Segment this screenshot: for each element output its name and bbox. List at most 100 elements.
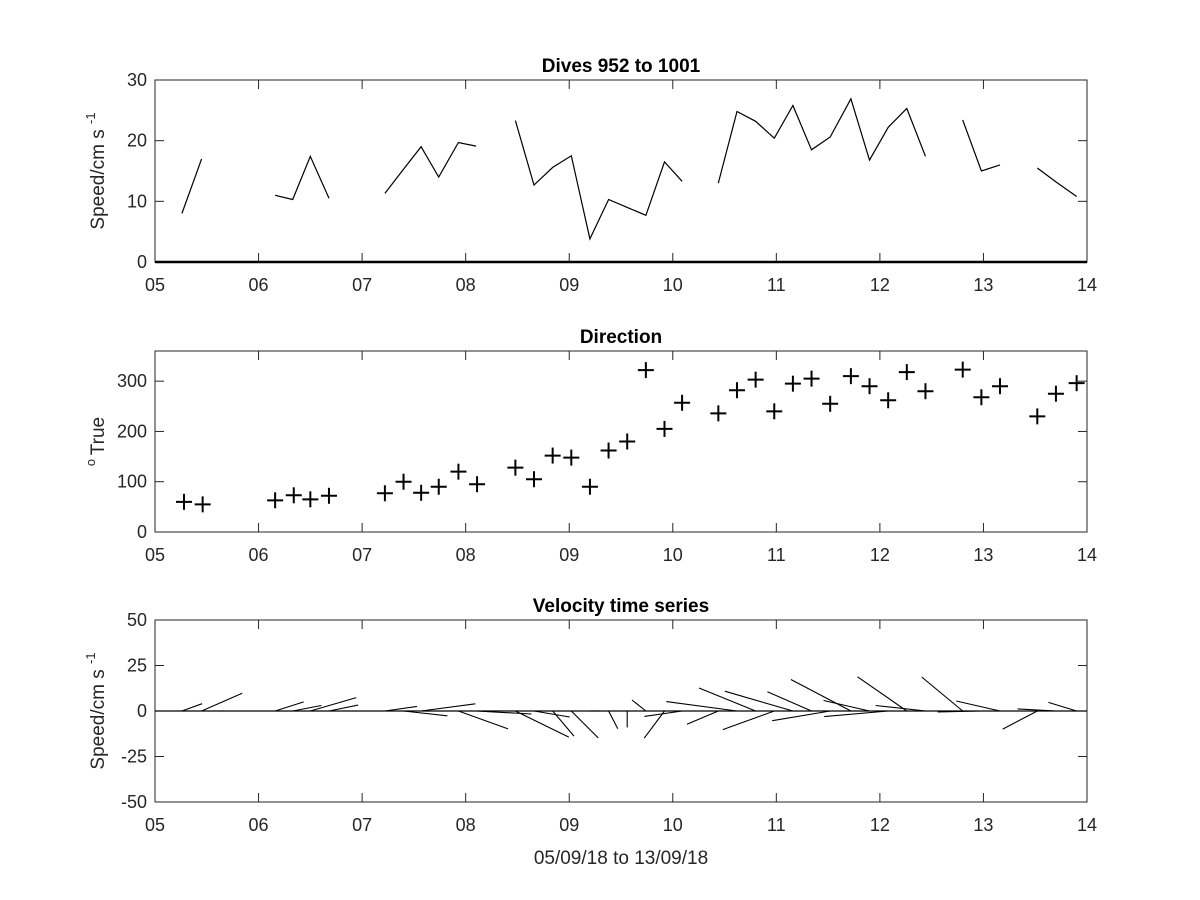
x-tick-label: 07 bbox=[352, 815, 372, 835]
direction-point bbox=[917, 383, 934, 400]
x-tick-label: 12 bbox=[870, 815, 890, 835]
y-tick-label: 20 bbox=[127, 131, 147, 151]
velocity-stick bbox=[722, 710, 775, 731]
y-axis-label-text: Speed/cm s bbox=[88, 124, 109, 230]
x-tick-label: 05 bbox=[145, 545, 165, 565]
x-tick-label: 09 bbox=[559, 815, 579, 835]
x-tick-label: 14 bbox=[1077, 815, 1097, 835]
velocity-stick bbox=[875, 704, 926, 712]
x-tick-label: 10 bbox=[663, 275, 683, 295]
y-tick-label: 30 bbox=[127, 70, 147, 90]
speed-line-segment bbox=[384, 141, 477, 194]
x-tick-label: 08 bbox=[456, 275, 476, 295]
velocity-stick bbox=[666, 701, 738, 712]
velocity-stick bbox=[767, 691, 812, 712]
x-tick-label: 08 bbox=[456, 545, 476, 565]
chart-title: Velocity time series bbox=[533, 596, 709, 617]
x-tick-label: 06 bbox=[249, 545, 269, 565]
direction-point bbox=[285, 487, 302, 504]
direction-point bbox=[450, 463, 467, 480]
direction-point bbox=[581, 478, 598, 495]
velocity-stick bbox=[552, 710, 575, 737]
direction-point bbox=[728, 382, 745, 399]
direction-point bbox=[822, 395, 839, 412]
x-tick-label: 07 bbox=[352, 545, 372, 565]
speed-line-segment bbox=[1036, 167, 1077, 197]
velocity-stick bbox=[292, 704, 322, 712]
direction-point bbox=[842, 368, 859, 385]
velocity-stick bbox=[631, 699, 647, 712]
y-axis-label: Speed/cm s -1 bbox=[83, 112, 109, 229]
x-tick-label: 11 bbox=[767, 815, 786, 835]
speed-line-segment bbox=[274, 154, 330, 201]
direction-point bbox=[973, 389, 990, 406]
direction-point bbox=[413, 484, 430, 501]
plot-frame bbox=[154, 350, 1088, 533]
direction-point bbox=[194, 496, 211, 513]
x-tick-label: 11 bbox=[767, 275, 786, 295]
velocity-stick bbox=[274, 701, 304, 712]
direction-point bbox=[302, 491, 319, 508]
y-tick-label: 0 bbox=[137, 252, 147, 272]
x-tick-label: 09 bbox=[559, 275, 579, 295]
speed-line-segment bbox=[514, 120, 683, 241]
chart-panel-3: Velocity time series 05 06 07 08 09 10 11 12 13 14… bbox=[83, 596, 1097, 869]
velocity-stick bbox=[328, 704, 359, 712]
velocity-stick bbox=[608, 710, 619, 730]
chart-panel-1: Dives 952 to 1001 05 06 07 08 09 10 11 12 13 14 0 10… bbox=[83, 56, 1097, 295]
y-axis-label-superscript: o bbox=[83, 455, 98, 466]
y-axis-label: o True bbox=[83, 417, 109, 466]
x-axis-label: 05/09/18 to 13/09/18 bbox=[534, 848, 708, 869]
velocity-stick bbox=[823, 699, 870, 712]
velocity-stick bbox=[310, 697, 357, 712]
x-tick-label: 10 bbox=[663, 545, 683, 565]
velocity-stick bbox=[824, 710, 889, 718]
velocity-stick bbox=[790, 679, 852, 712]
direction-point bbox=[1047, 385, 1064, 402]
x-tick-label: 07 bbox=[352, 275, 372, 295]
y-tick-label: -25 bbox=[121, 747, 147, 767]
x-tick-label: 11 bbox=[767, 545, 786, 565]
velocity-stick bbox=[403, 710, 448, 717]
velocity-stick bbox=[384, 705, 418, 712]
x-tick-label: 10 bbox=[663, 815, 683, 835]
y-tick-label: 0 bbox=[137, 701, 147, 721]
direction-point bbox=[674, 394, 691, 411]
speed-line-segment bbox=[717, 97, 927, 184]
direction-point bbox=[637, 362, 654, 379]
y-tick-label: 10 bbox=[127, 191, 147, 211]
velocity-stick bbox=[1048, 701, 1077, 712]
x-tick-label: 05 bbox=[145, 815, 165, 835]
y-tick-label: 25 bbox=[127, 656, 147, 676]
speed-line-segment bbox=[962, 119, 1001, 172]
velocity-stick bbox=[724, 690, 794, 712]
direction-point bbox=[1029, 408, 1046, 425]
velocity-stick bbox=[956, 700, 1001, 712]
direction-point bbox=[861, 378, 878, 395]
direction-point bbox=[563, 449, 580, 466]
velocity-stick bbox=[1002, 710, 1038, 730]
direction-point bbox=[430, 478, 447, 495]
y-axis-label-text: True bbox=[88, 417, 109, 455]
velocity-stick bbox=[515, 710, 570, 738]
x-tick-label: 13 bbox=[973, 275, 993, 295]
velocity-stick bbox=[772, 710, 831, 722]
direction-point bbox=[898, 364, 915, 381]
velocity-stick bbox=[937, 710, 982, 713]
velocity-stick bbox=[644, 710, 683, 717]
y-axis-label-superscript: -1 bbox=[83, 112, 98, 124]
direction-point bbox=[710, 405, 727, 422]
direction-point bbox=[175, 493, 192, 510]
direction-point bbox=[395, 473, 412, 490]
x-tick-label: 12 bbox=[870, 275, 890, 295]
direction-point bbox=[544, 447, 561, 464]
direction-point bbox=[766, 403, 783, 420]
velocity-stick bbox=[421, 703, 476, 712]
velocity-stick bbox=[921, 676, 964, 712]
speed-line-segment bbox=[181, 158, 203, 214]
chart-title: Direction bbox=[580, 327, 662, 348]
direction-point bbox=[954, 361, 971, 378]
chart-title: Dives 952 to 1001 bbox=[542, 56, 701, 77]
y-tick-label: 100 bbox=[117, 472, 147, 492]
